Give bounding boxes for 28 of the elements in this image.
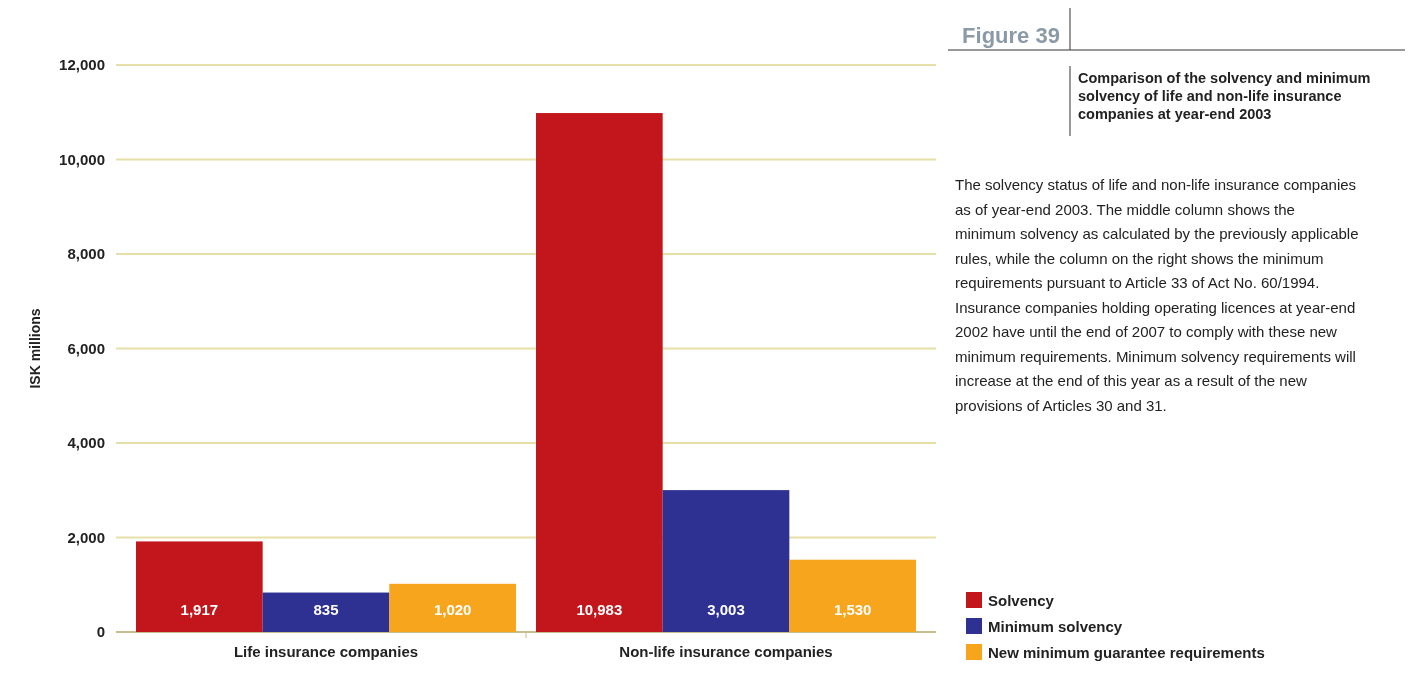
y-tick-label: 2,000 (67, 528, 105, 546)
y-tick-label: 10,000 (59, 150, 105, 168)
caption: Figure 39 (962, 23, 1060, 48)
data-label: 3,003 (707, 601, 745, 618)
y-tick-label: 4,000 (67, 434, 105, 451)
y-tick-label: 12,000 (59, 56, 105, 73)
data-label: 10,983 (576, 601, 623, 618)
bar (389, 583, 516, 632)
legend-label: New minimum guarantee requirements (988, 644, 1265, 661)
data-label: 1,917 (180, 601, 219, 618)
x-tick-label: Non-life insurance companies (619, 643, 833, 660)
y-tick-label: 0 (96, 623, 105, 640)
text: The solvency status of life and non-life insurance companies as of year-end 2003. The middle column shows the minimum solvency as calculated by the previously applicable rules, while the column on the right shows the minimum requirements pursuant to Article 33 of Act No. 60/1994. Insurance companies holding operating licences at year-end 2002 have until the end of 2007 to comply with these new minimum requirements. Minimum solvency requirements will increase at the end of this year as a result of the new provisions of Articles 30 and 31. (955, 176, 1359, 414)
bar (662, 490, 790, 632)
x-tick-label: Life insurance companies (233, 643, 419, 660)
bar (136, 541, 263, 632)
legend-label: Solvency (988, 592, 1055, 609)
y-tick-label: 6,000 (67, 339, 105, 357)
data-label: 1,530 (833, 601, 872, 618)
y-tick-label: 8,000 (67, 245, 105, 262)
data-label: 835 (313, 601, 339, 618)
bar (262, 592, 390, 632)
y-axis-title: ISK millions (27, 308, 43, 389)
text: Comparison of the solvency and minimum solvency of life and non-life insurance companies at year-end 2003 (1078, 70, 1371, 122)
legend-label: Minimum solvency (988, 618, 1123, 635)
bar (789, 559, 916, 632)
data-label: 1,020 (433, 601, 472, 618)
bar (536, 113, 663, 632)
